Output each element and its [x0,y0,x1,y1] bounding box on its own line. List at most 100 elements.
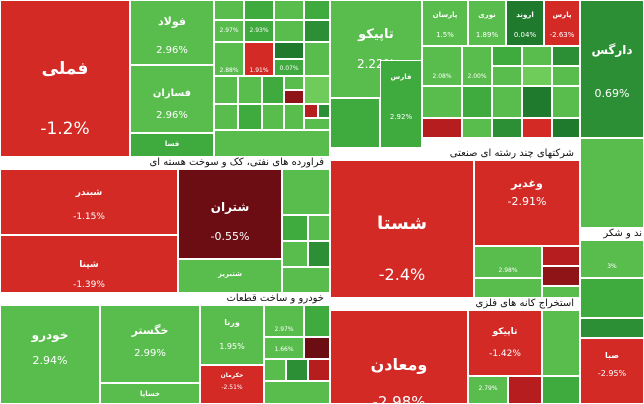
mini-tile[interactable] [492,46,522,66]
mini-tile[interactable] [542,376,580,404]
mini-tile[interactable] [284,76,304,90]
mini-tile[interactable] [284,90,304,104]
mini-tile[interactable] [244,0,274,20]
tile-vrna[interactable]: ورنا 1.95% [200,305,264,365]
tile-khsapa[interactable]: خساپا [100,383,200,404]
mini-tile[interactable] [552,46,580,66]
tile-arvand[interactable]: اروند 0.04% [506,0,544,46]
tile-name: اروند [516,11,534,19]
mini-tile[interactable] [422,118,462,138]
tile-name: فملی [41,59,89,79]
tile-small-2[interactable]: 2.93% [244,20,274,42]
tile-tapiko-2[interactable]: تاپیکو -1.42% [468,310,542,376]
tile-paars[interactable]: پارس -2.63% [544,0,580,46]
tile-noori[interactable]: نوری 1.89% [468,0,506,46]
mini-tile[interactable] [552,66,580,86]
mini-tile[interactable] [286,359,308,381]
mini-tile[interactable] [304,118,330,130]
tile-fameli[interactable]: فملی -1.2% [0,0,130,157]
mini-tile[interactable] [462,86,492,118]
mini-tile[interactable] [304,0,330,20]
tile-small-6[interactable]: 2.08% [422,46,462,86]
tile-fasa[interactable]: فسا [130,133,214,157]
tile-vsapa[interactable]: 2.98% [474,246,542,278]
mini-tile[interactable] [552,86,580,118]
tile-small-1[interactable]: 2.97% [214,20,244,42]
tile-foolad[interactable]: فولاد 2.96% [130,0,214,65]
mini-tile[interactable] [522,86,552,118]
mini-tile[interactable] [304,42,330,76]
mini-tile[interactable] [304,76,330,104]
tile-fasaran[interactable]: فسازان 2.96% [130,65,214,133]
tile-fars[interactable]: فارس 2.92% [380,60,422,148]
tile-small-8[interactable]: 2.97% [264,305,304,337]
mini-tile[interactable] [282,169,330,215]
tile-shtran[interactable]: شتران -0.55% [178,169,282,259]
mini-tile[interactable] [214,76,238,104]
tile-small-10[interactable]: 2.79% [468,376,508,404]
mini-tile[interactable] [330,98,380,148]
mini-tile[interactable] [462,118,492,138]
mini-tile[interactable] [274,42,304,59]
mini-tile[interactable] [282,241,308,267]
tile-parsan[interactable]: پارسان 1.5% [422,0,468,46]
mini-tile[interactable] [304,337,330,359]
tile-shpna[interactable]: شپنا -1.39% [0,235,178,293]
mini-tile[interactable] [282,267,330,293]
mini-tile[interactable] [214,104,238,130]
mini-tile[interactable] [284,104,304,130]
tile-small-4[interactable]: 1.91% [244,42,274,76]
mini-tile[interactable] [580,278,644,318]
mini-tile[interactable] [274,20,304,42]
tile-small-9[interactable]: 1.66% [264,337,304,359]
mini-tile[interactable] [214,0,244,20]
mini-tile[interactable] [264,381,330,404]
mini-tile[interactable] [308,215,330,241]
mini-tile[interactable] [542,266,580,286]
mini-tile[interactable] [552,118,580,138]
mini-tile[interactable] [580,318,644,338]
mini-tile[interactable] [264,359,286,381]
mini-tile[interactable] [580,138,644,228]
mini-tile[interactable] [262,104,284,130]
mini-tile[interactable] [492,118,522,138]
mini-tile[interactable] [274,0,304,20]
mini-tile[interactable] [238,104,262,130]
mini-tile[interactable] [522,66,552,86]
mini-tile[interactable] [474,278,542,298]
tile-dargs[interactable]: دارگس 0.69% [580,0,644,138]
tile-shbandar[interactable]: شبندر -1.15% [0,169,178,235]
tile-khkarman[interactable]: خکرمان -2.51% [200,365,264,404]
tile-small-5[interactable]: 0.07% [274,59,304,76]
tile-ghand[interactable]: 3% [580,240,644,278]
mini-tile[interactable] [304,305,330,337]
mini-tile[interactable] [542,286,580,298]
mini-tile[interactable] [492,66,522,86]
tile-shtabriz[interactable]: شتبریز [178,259,282,293]
tile-vmaaden[interactable]: ومعادن -2.98% [330,310,468,404]
mini-tile[interactable] [508,376,542,404]
mini-tile[interactable] [542,310,580,376]
tile-khodro[interactable]: خودرو 2.94% [0,305,100,404]
mini-tile[interactable] [304,20,330,42]
mini-tile[interactable] [542,246,580,266]
tile-small-7[interactable]: 2.00% [462,46,492,86]
mini-tile[interactable] [238,76,262,104]
tile-vaghadir[interactable]: وغدیر -2.91% [474,160,580,246]
tile-shasta[interactable]: شستا -2.4% [330,160,474,298]
mini-tile[interactable] [262,76,284,104]
mini-tile[interactable] [304,104,318,118]
tile-saba[interactable]: صبا -2.95% [580,338,644,404]
mini-tile[interactable] [522,118,552,138]
tile-khgostar[interactable]: خگستر 2.99% [100,305,200,383]
tile-small-3[interactable]: 2.88% [214,42,244,76]
mini-tile[interactable] [522,46,552,66]
mini-tile[interactable] [492,86,522,118]
tile-tapiko[interactable]: تاپیکو 2.22% [330,0,422,98]
mini-tile[interactable] [308,359,330,381]
mini-tile[interactable] [318,104,330,118]
mini-tile[interactable] [422,86,462,118]
mini-tile[interactable] [282,215,308,241]
mini-tile[interactable] [308,241,330,267]
mini-tile[interactable] [214,130,330,157]
